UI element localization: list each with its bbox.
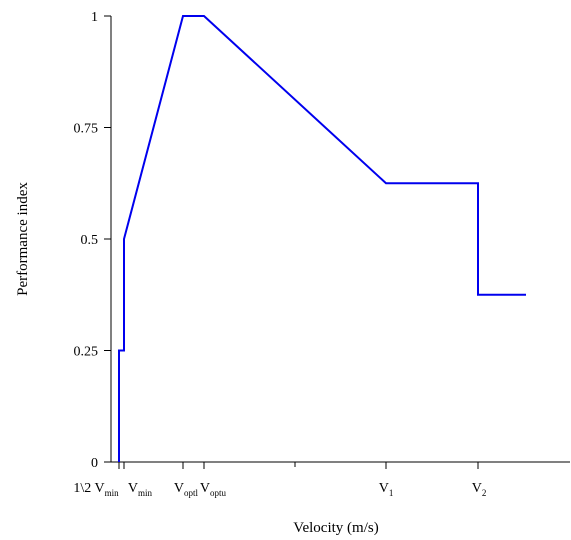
y-tick-label: 0 [91, 456, 98, 471]
x-tick-label: V2 [472, 481, 487, 498]
x-axis-title: Velocity (m/s) [293, 520, 378, 536]
y-tick-label: 0.5 [81, 233, 99, 248]
y-tick-label: 0.75 [74, 122, 99, 137]
y-tick-label: 1 [91, 10, 98, 25]
x-tick-label: 1\2 Vmin [73, 481, 119, 498]
x-tick-label: Vmin [128, 481, 153, 498]
x-tick-label: V1 [379, 481, 394, 498]
y-tick-label: 0.25 [74, 345, 99, 360]
y-axis-title: Performance index [15, 182, 31, 296]
x-tick-label: Voptl [174, 481, 199, 498]
x-ticks: 1\2 Vmin Vmin Voptl Voptu V1 V2 [73, 462, 486, 498]
series-layer [118, 15, 526, 462]
chart-axes [110, 16, 570, 463]
performance-series-line [118, 15, 526, 462]
x-tick-label: Voptu [200, 481, 227, 498]
y-ticks: 0 0.25 0.5 0.75 1 [74, 10, 111, 471]
